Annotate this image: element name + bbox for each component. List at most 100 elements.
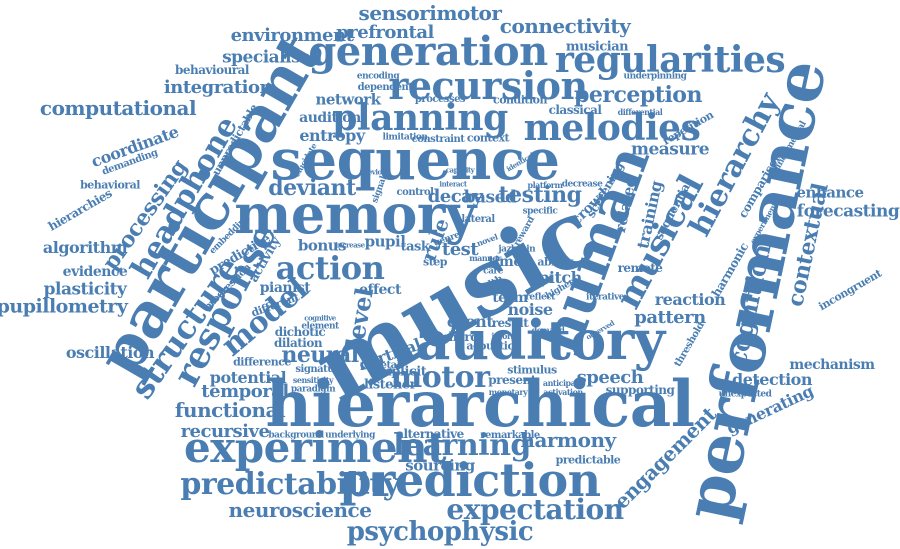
word-motor: motor — [390, 360, 490, 395]
word-psychophysic: psychophysic — [346, 517, 534, 547]
word-manner: manner — [469, 253, 501, 263]
word-background: background — [268, 430, 324, 441]
word-pitch: pitch — [538, 268, 582, 287]
word-element: element — [301, 321, 339, 332]
word-regularities: regularities — [554, 39, 786, 81]
word-unexpected: unexpected — [718, 389, 772, 400]
word-musician: musician — [565, 39, 629, 55]
word-deviant: deviant — [268, 175, 356, 201]
word-generation: generation — [308, 28, 548, 75]
word-sensorimotor: sensorimotor — [358, 1, 502, 25]
word-anticipate: anticipate — [542, 378, 584, 388]
word-specialised: specialised — [222, 47, 322, 68]
word-behavioural: behavioural — [175, 63, 249, 77]
word-test: test — [441, 239, 479, 260]
word-condition: condition — [493, 93, 548, 107]
word-neuroscience: neuroscience — [228, 498, 372, 522]
word-learning: learning — [393, 428, 531, 463]
word-speech: speech — [576, 367, 644, 388]
word-prediction: prediction — [339, 453, 601, 507]
word-bonus: bonus — [297, 236, 347, 255]
word-pupil: pupil — [364, 232, 406, 251]
word-difference: difference — [233, 355, 291, 369]
word-network: network — [315, 90, 381, 109]
word-lateral: lateral — [461, 214, 495, 225]
word-result: result — [491, 316, 529, 330]
word-ability: ability — [537, 255, 573, 269]
word-recursion: recursion — [388, 63, 588, 108]
word-pupillometry: pupillometry — [0, 295, 128, 318]
word-recursive: recursive — [180, 421, 270, 442]
word-melodies: melodies — [523, 107, 701, 149]
word-activation: activation — [543, 387, 583, 397]
word-memory: memory — [234, 182, 476, 246]
word-inform: inform — [491, 331, 519, 341]
word-care: care — [483, 266, 503, 277]
word-underlying: underlying — [325, 430, 375, 441]
word-platform: platform — [527, 180, 563, 190]
word-entropy: entropy — [299, 126, 365, 145]
word-decrease: decrease — [561, 179, 603, 190]
word-dilation: dilation — [273, 336, 323, 350]
word-detection: detection — [732, 370, 812, 389]
word-pattern: pattern — [634, 307, 706, 328]
word-experiment: experiment — [183, 423, 447, 472]
word-time: time — [488, 254, 522, 270]
word-action: action — [275, 249, 385, 287]
word-term: term — [492, 290, 528, 306]
word-computational: computational — [39, 96, 197, 120]
word-prefrontal: prefrontal — [336, 22, 434, 43]
word-present: present — [488, 373, 536, 387]
word-planning: planning — [332, 97, 508, 139]
word-dependent: dependent — [357, 82, 413, 93]
word-jazz: jazz — [498, 244, 516, 255]
word-alternative: alternative — [396, 427, 464, 441]
word-potential: potential — [209, 368, 287, 387]
word-environment: environment — [230, 25, 354, 46]
word-predictability: predictability — [180, 467, 400, 502]
word-functional: functional — [174, 398, 286, 422]
word-monetary: monetary — [488, 387, 528, 397]
word-cognitive: cognitive — [304, 313, 336, 323]
word-temporal: temporal — [201, 381, 289, 402]
word-oscillation: oscillation — [65, 343, 155, 362]
word-underpinning: underpinning — [623, 71, 687, 82]
word-supporting: supporting — [605, 383, 675, 397]
word-sequence: sequence — [270, 127, 560, 193]
word-evidence: evidence — [62, 264, 128, 280]
word-sourcing: sourcing — [405, 456, 475, 475]
word-increase: increase — [335, 240, 365, 250]
word-remote: remote — [617, 261, 663, 275]
word-pianist: pianist — [259, 280, 311, 296]
word-event: event — [446, 312, 494, 331]
word-reflect: reflect — [525, 292, 555, 303]
word-capacity: capacity — [445, 165, 475, 175]
word-parietal: parietal — [360, 360, 400, 371]
word-hierarchies: hierarchies — [45, 186, 115, 234]
word-constraint: constraint — [411, 134, 465, 145]
word-based: based — [463, 187, 517, 208]
word-expectation: expectation — [446, 493, 624, 526]
word-paradigm: paradigm — [290, 384, 336, 395]
word-measure: measure — [630, 139, 710, 160]
word-behavioral: behavioral — [80, 178, 140, 192]
word-remarkable: remarkable — [480, 430, 540, 441]
word-processes: processes — [414, 94, 466, 105]
word-enhance: enhance — [796, 183, 864, 202]
word-task: task — [400, 239, 430, 255]
word-chord: chord — [441, 330, 479, 344]
word-audition: audition — [299, 110, 361, 126]
word-limitation: limitation — [382, 132, 428, 143]
word-previous: previous — [360, 167, 390, 177]
word-step: step — [423, 255, 447, 269]
word-iterative: iterative — [586, 292, 624, 303]
word-reaction: reaction — [654, 290, 726, 309]
word-integration: integration — [163, 77, 273, 98]
word-plasticity: plasticity — [43, 279, 127, 300]
word-auditory: auditory — [415, 308, 665, 372]
word-brain: brain — [510, 244, 536, 255]
word-listener: listener — [363, 377, 417, 393]
word-context: context — [466, 131, 510, 145]
word-effect: effect — [359, 282, 401, 298]
